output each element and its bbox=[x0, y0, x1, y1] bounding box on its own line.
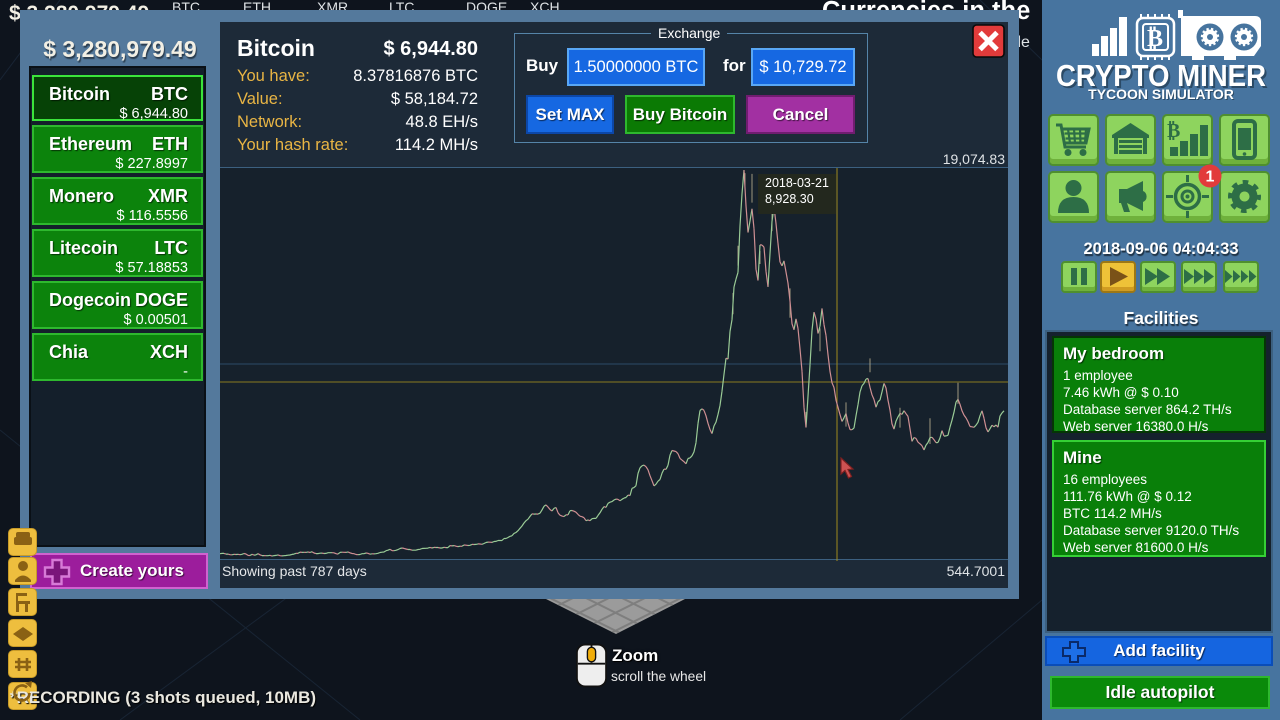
svg-text:CRYPTO MINER: CRYPTO MINER bbox=[1058, 60, 1268, 95]
svg-text:TYCOON SIMULATOR: TYCOON SIMULATOR bbox=[1089, 87, 1235, 100]
svg-text:CRYPTO MINER: CRYPTO MINER bbox=[1056, 58, 1266, 93]
svg-text:1: 1 bbox=[1206, 169, 1215, 186]
svg-text:TYCOON SIMULATOR: TYCOON SIMULATOR bbox=[1088, 86, 1234, 100]
svg-text:₿: ₿ bbox=[1147, 26, 1163, 52]
svg-text:₿: ₿ bbox=[1167, 120, 1180, 142]
